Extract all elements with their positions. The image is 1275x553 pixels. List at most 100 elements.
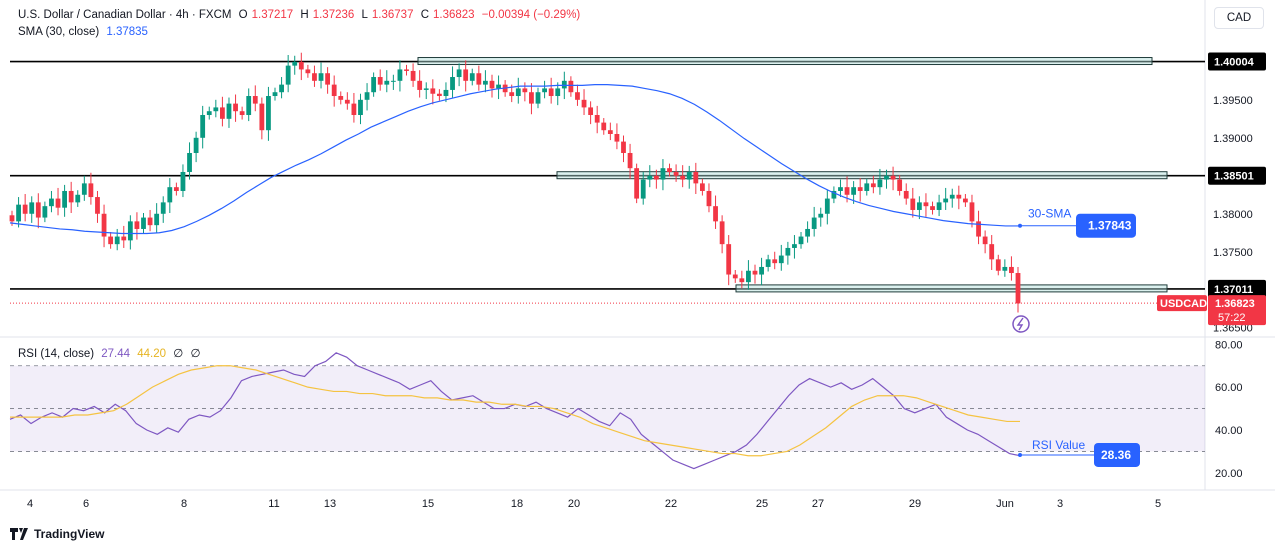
candle-body bbox=[910, 198, 916, 210]
candle-body bbox=[246, 96, 252, 116]
sma-line bbox=[9, 84, 1018, 235]
currency-button[interactable]: CAD bbox=[1214, 7, 1264, 29]
candle-body bbox=[575, 92, 580, 100]
time-tick-label: 20 bbox=[568, 498, 580, 510]
candle-body bbox=[673, 171, 679, 176]
candle-body bbox=[114, 236, 120, 245]
candle-body bbox=[187, 152, 192, 172]
candle-body bbox=[601, 122, 607, 131]
candle-body bbox=[660, 168, 666, 180]
candle-body bbox=[653, 175, 659, 180]
candle-body bbox=[213, 107, 219, 112]
candle-body bbox=[81, 183, 87, 195]
candle-body bbox=[897, 179, 903, 191]
candle-body bbox=[49, 198, 54, 207]
candle-body bbox=[772, 259, 778, 264]
candle-body bbox=[884, 175, 889, 180]
time-tick-label: 5 bbox=[1155, 498, 1161, 510]
symbol-title[interactable]: U.S. Dollar / Canadian Dollar · 4h · FXC… bbox=[18, 9, 232, 21]
rsi-value-1: 27.44 bbox=[101, 348, 131, 360]
candle-body bbox=[594, 115, 600, 123]
level-price-tag bbox=[1208, 166, 1266, 185]
time-tick-label: Jun bbox=[996, 498, 1014, 510]
candle-body bbox=[233, 103, 238, 112]
candle-body bbox=[180, 171, 186, 191]
candle-body bbox=[857, 187, 863, 191]
candle-body bbox=[108, 236, 114, 245]
symbol-tag-label: USDCAD bbox=[1160, 298, 1207, 310]
rsi-callout-dot bbox=[1018, 452, 1022, 457]
candle-body bbox=[877, 179, 883, 188]
low-value: 1.36737 bbox=[371, 9, 414, 21]
time-tick-label: 22 bbox=[665, 498, 677, 510]
candle-body bbox=[903, 190, 909, 199]
rsi-tick-label: 40.00 bbox=[1215, 425, 1243, 437]
time-tick-label: 18 bbox=[511, 498, 523, 510]
sma-callout-box bbox=[1076, 213, 1136, 238]
open-label: O bbox=[238, 9, 248, 21]
sma-header[interactable]: SMA (30, close) 1.37835 bbox=[18, 26, 152, 38]
candle-body bbox=[95, 197, 100, 214]
candle-body bbox=[614, 134, 620, 142]
candle-body bbox=[252, 96, 258, 104]
candle-body bbox=[726, 244, 732, 275]
candle-body bbox=[805, 228, 810, 237]
candle-body bbox=[154, 213, 160, 226]
candle-body bbox=[930, 206, 935, 210]
candle-body bbox=[226, 103, 232, 119]
candle-body bbox=[1015, 273, 1021, 304]
candle-body bbox=[436, 93, 442, 97]
rsi-value-3: ∅ bbox=[173, 348, 184, 360]
close-value: 1.36823 bbox=[433, 9, 475, 21]
candle-body bbox=[1002, 266, 1008, 271]
candle-body bbox=[680, 175, 686, 180]
candle-body bbox=[200, 115, 206, 138]
symbol-tag bbox=[1157, 295, 1207, 312]
event-marker-icon bbox=[1012, 315, 1030, 333]
candle-body bbox=[647, 175, 653, 180]
candle-body bbox=[344, 99, 350, 104]
candle-body bbox=[35, 202, 41, 218]
support-resistance-zone bbox=[417, 57, 1153, 66]
level-price-label: 1.40004 bbox=[1214, 57, 1255, 69]
candle-body bbox=[397, 69, 403, 81]
candle-body bbox=[792, 244, 797, 248]
rsi-header[interactable]: RSI (14, close) 27.44 44.20 ∅ ∅ bbox=[18, 346, 205, 360]
candle-body bbox=[121, 236, 127, 241]
candle-body bbox=[752, 270, 758, 275]
candle-body bbox=[305, 69, 311, 74]
candle-body bbox=[88, 183, 94, 198]
candle-body bbox=[101, 213, 107, 237]
candle-body bbox=[936, 202, 942, 210]
candle-body bbox=[220, 107, 225, 119]
candle-body bbox=[134, 221, 140, 229]
candle-body bbox=[844, 187, 850, 195]
candle-body bbox=[42, 206, 48, 218]
candle-body bbox=[739, 278, 745, 283]
price-tick-label: 1.39500 bbox=[1213, 95, 1253, 107]
candle-body bbox=[285, 65, 291, 85]
candle-body bbox=[22, 204, 28, 214]
sma-callout-value: 1.37843 bbox=[1088, 219, 1132, 233]
candle-body bbox=[29, 202, 35, 214]
candle-body bbox=[785, 247, 791, 256]
candle-body bbox=[312, 73, 317, 81]
candle-body bbox=[759, 266, 764, 275]
time-tick-label: 11 bbox=[268, 498, 279, 510]
candle-body bbox=[995, 259, 1001, 271]
time-tick-label: 15 bbox=[422, 498, 434, 510]
candle-body bbox=[851, 187, 857, 195]
rsi-tick-label: 20.00 bbox=[1215, 468, 1243, 480]
candle-body bbox=[127, 221, 133, 241]
high-value: 1.37236 bbox=[312, 9, 355, 21]
sma-label: SMA (30, close) bbox=[18, 26, 100, 38]
candle-body bbox=[298, 61, 304, 70]
candle-body bbox=[404, 69, 409, 71]
candle-body bbox=[266, 96, 271, 131]
high-label: H bbox=[300, 9, 309, 21]
time-tick-label: 13 bbox=[324, 498, 336, 510]
candle-body bbox=[496, 84, 501, 89]
brand-logo[interactable]: TradingView bbox=[10, 527, 104, 541]
